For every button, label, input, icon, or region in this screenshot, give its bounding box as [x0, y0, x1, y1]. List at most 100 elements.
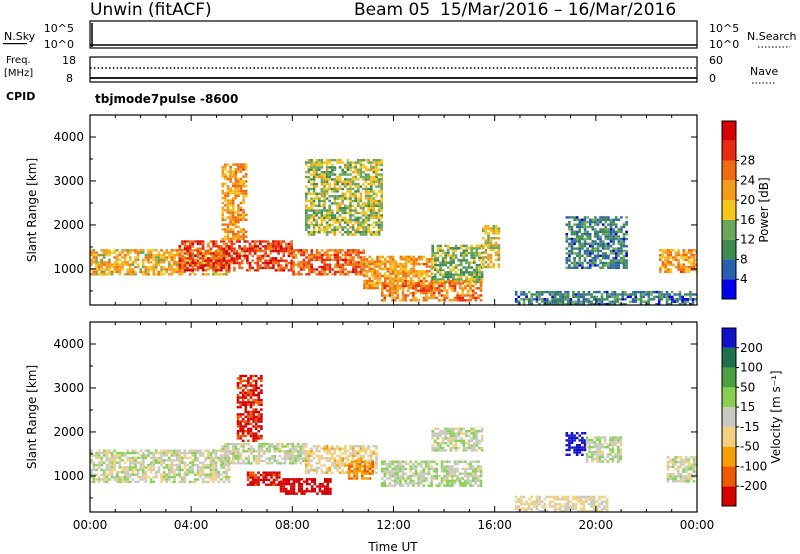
power-cell	[212, 242, 215, 246]
power-cell	[614, 266, 618, 269]
vel-cell	[188, 461, 192, 464]
power-cell	[116, 256, 119, 259]
power-cell	[212, 252, 215, 255]
vel-cell	[131, 468, 135, 472]
vel-cell	[326, 485, 330, 488]
power-cell	[381, 274, 384, 278]
vel-cell	[315, 461, 318, 465]
power-cell	[318, 270, 321, 274]
power-cell	[391, 299, 394, 302]
power-cell	[586, 235, 589, 238]
power-cell	[341, 273, 345, 276]
vel-cell	[299, 454, 303, 458]
power-cell	[670, 298, 674, 301]
power-cell	[217, 264, 221, 267]
power-cell	[328, 211, 331, 215]
vel-cell	[257, 377, 261, 380]
power-cell	[302, 261, 306, 264]
power-cell	[436, 244, 440, 248]
power-cell	[666, 251, 670, 254]
power-cell	[365, 279, 369, 283]
power-cell	[363, 286, 366, 290]
vel-cell	[326, 487, 330, 491]
power-cell	[92, 253, 96, 257]
power-cell	[209, 257, 213, 260]
vel-cell	[338, 457, 342, 460]
power-cell	[357, 249, 360, 252]
power-cell	[359, 273, 363, 276]
power-cell	[346, 223, 350, 227]
vel-cell	[134, 449, 137, 452]
power-cell	[246, 247, 249, 250]
power-cell	[439, 266, 442, 269]
vel-cell	[246, 483, 250, 486]
vel-cell	[209, 468, 213, 472]
power-cell	[354, 221, 357, 224]
power-cell	[323, 216, 326, 219]
power-cell	[320, 261, 324, 264]
vel-cell	[372, 445, 376, 448]
power-cell	[231, 173, 235, 176]
power-cell	[264, 254, 267, 258]
vel-cell	[242, 462, 245, 465]
vel-cell	[312, 457, 316, 460]
power-cell	[139, 268, 142, 271]
power-cell	[591, 242, 595, 245]
power-cell	[660, 293, 664, 296]
vel-cell	[249, 422, 253, 426]
power-cell	[609, 245, 613, 248]
power-cell	[234, 225, 238, 229]
power-cell	[404, 270, 408, 273]
power-cell	[434, 263, 437, 267]
power-cell	[237, 187, 240, 190]
vel-cell	[344, 464, 347, 467]
vel-cell	[325, 459, 329, 462]
vel-cell	[239, 425, 242, 428]
power-cell	[377, 202, 381, 205]
power-cell	[367, 216, 370, 219]
power-cell	[92, 270, 96, 274]
power-cell	[178, 270, 181, 274]
power-cell	[305, 161, 308, 164]
vel-cell	[278, 481, 281, 484]
vel-cell	[239, 379, 242, 382]
power-cell	[430, 260, 434, 263]
power-cell	[607, 237, 610, 241]
power-cell	[375, 161, 378, 164]
power-cell	[682, 251, 686, 254]
vel-cell	[260, 398, 263, 402]
power-cell	[231, 189, 235, 193]
power-cell	[660, 295, 664, 299]
power-cell	[364, 204, 368, 207]
vel-cell	[364, 449, 368, 453]
power-cell	[170, 273, 174, 276]
power-cell	[239, 213, 243, 217]
power-cell	[594, 242, 597, 245]
vel-cell	[252, 394, 255, 397]
power-cell	[380, 299, 384, 302]
power-cell	[438, 284, 441, 288]
power-cell	[136, 256, 140, 259]
power-cell	[370, 180, 373, 183]
power-cell	[647, 293, 651, 296]
vel-cell	[191, 461, 194, 464]
power-cell	[346, 183, 350, 186]
vel-cell	[260, 437, 263, 440]
power-cell	[274, 259, 278, 262]
power-cell	[328, 270, 332, 274]
power-cell	[440, 299, 444, 302]
power-cell	[191, 259, 195, 262]
power-cell	[221, 206, 225, 209]
power-cell	[373, 265, 377, 268]
power-cell	[631, 293, 635, 296]
vel-cell	[276, 450, 279, 453]
power-cell	[678, 293, 682, 296]
power-cell	[333, 270, 337, 274]
power-cell	[402, 277, 405, 280]
power-cell	[612, 247, 615, 250]
power-cell	[229, 216, 232, 219]
power-cell	[285, 266, 288, 270]
power-cell	[277, 240, 280, 243]
power-cell	[402, 262, 405, 266]
power-cell	[264, 247, 267, 250]
